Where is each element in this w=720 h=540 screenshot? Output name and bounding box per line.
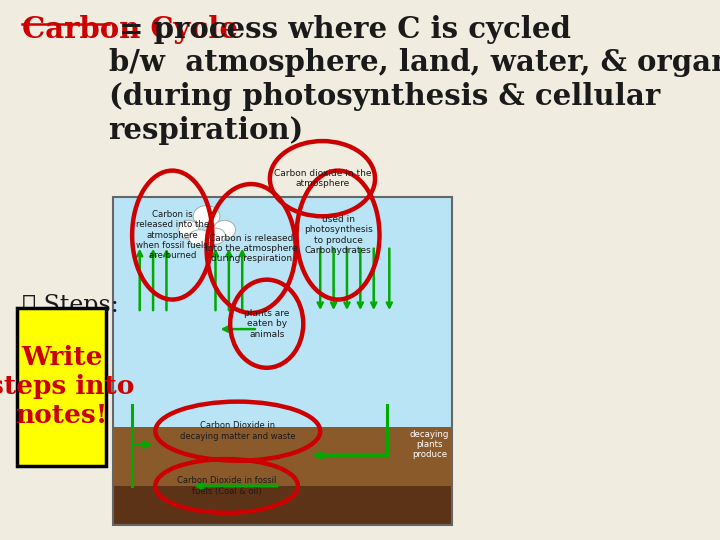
Text: Write
steps into
notes!: Write steps into notes!: [0, 346, 135, 428]
Ellipse shape: [213, 220, 235, 239]
Text: = process where C is cycled
b/w  atmosphere, land, water, & organisms
(during ph: = process where C is cycled b/w atmosphe…: [109, 15, 720, 145]
Text: decaying
plants
produce: decaying plants produce: [410, 430, 449, 460]
Bar: [113, 427, 451, 486]
Bar: [113, 198, 451, 427]
Ellipse shape: [193, 206, 220, 227]
Ellipse shape: [179, 220, 199, 239]
Bar: [113, 198, 451, 525]
Text: used in
photosynthesis
to produce
Carbohydrates: used in photosynthesis to produce Carboh…: [304, 215, 372, 255]
Ellipse shape: [189, 230, 211, 246]
Text: 🐞 Steps:: 🐞 Steps:: [22, 294, 118, 317]
Text: Carbon Dioxide in fossil
fuels (Coal & oil): Carbon Dioxide in fossil fuels (Coal & o…: [177, 476, 276, 496]
Text: Carbon Dioxide in
decaying matter and waste: Carbon Dioxide in decaying matter and wa…: [180, 421, 296, 441]
FancyBboxPatch shape: [17, 308, 107, 466]
Text: Carbon is
released into the
atmosphere
when fossil fuels
are burned: Carbon is released into the atmosphere w…: [135, 210, 209, 260]
Bar: [113, 486, 451, 525]
Ellipse shape: [205, 228, 225, 244]
Text: Carbon is released
into the atmosphere
during respiration: Carbon is released into the atmosphere d…: [205, 234, 297, 264]
Text: Carbon Cycle: Carbon Cycle: [22, 15, 238, 44]
Text: plants are
eaten by
animals: plants are eaten by animals: [244, 309, 289, 339]
Text: Carbon dioxide in the
atmosphere: Carbon dioxide in the atmosphere: [274, 169, 372, 188]
